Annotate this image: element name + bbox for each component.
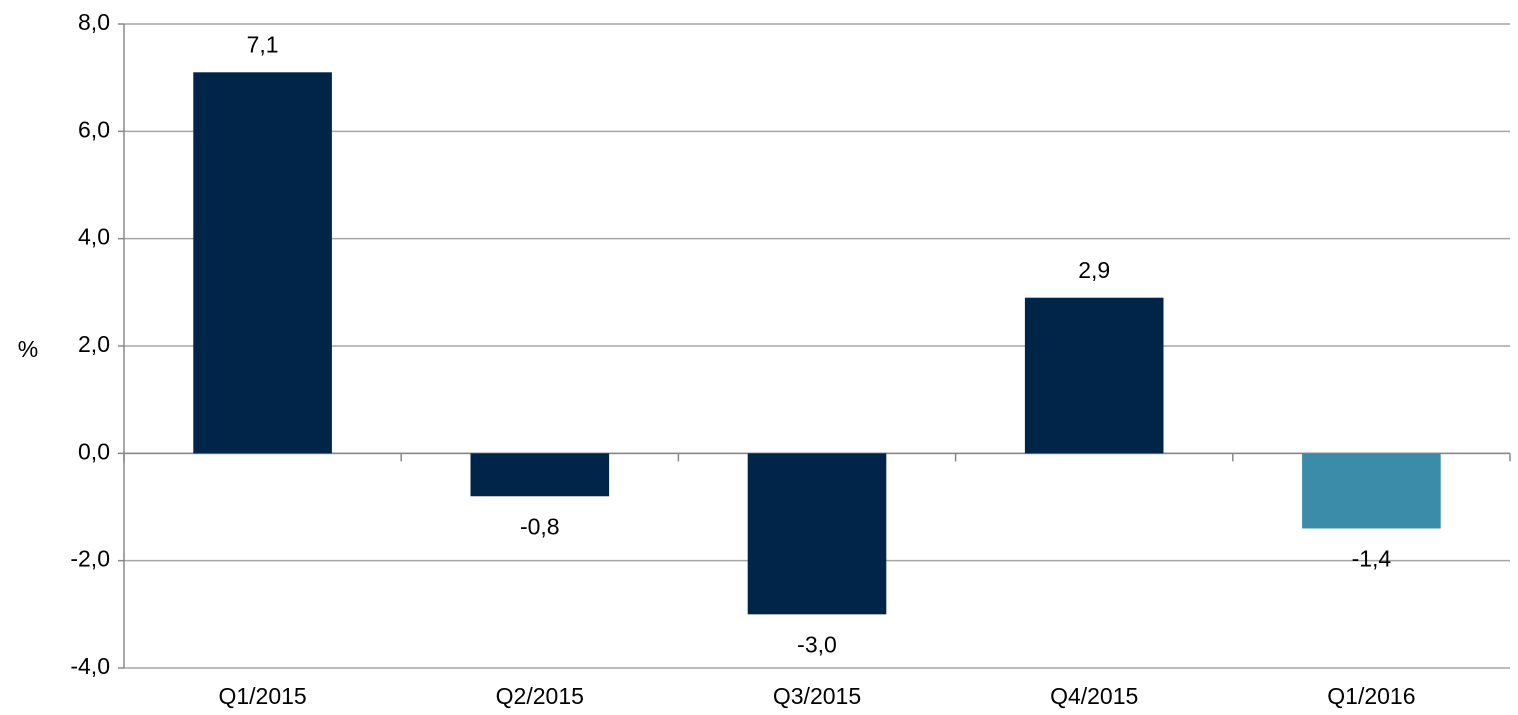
y-axis-label: % xyxy=(18,336,38,362)
y-tick-label: -4,0 xyxy=(70,653,110,679)
y-tick-label: 4,0 xyxy=(78,224,110,250)
x-tick-label: Q1/2015 xyxy=(218,683,306,709)
data-label: -1,4 xyxy=(1352,546,1392,572)
data-label: 7,1 xyxy=(247,31,279,57)
y-tick-label: -2,0 xyxy=(70,546,110,572)
y-tick-label: 6,0 xyxy=(78,116,110,142)
data-label: 2,9 xyxy=(1078,257,1110,283)
bar xyxy=(1024,297,1164,454)
x-tick-label: Q4/2015 xyxy=(1050,683,1138,709)
bar xyxy=(747,453,887,615)
y-tick-label: 8,0 xyxy=(78,9,110,35)
x-tick-label: Q3/2015 xyxy=(773,683,861,709)
x-tick-label: Q2/2015 xyxy=(496,683,584,709)
bar xyxy=(470,453,610,497)
bar xyxy=(193,72,332,454)
x-tick-label: Q1/2016 xyxy=(1327,683,1415,709)
y-tick-label: 0,0 xyxy=(78,438,110,464)
bar xyxy=(1302,453,1441,529)
y-tick-label: 2,0 xyxy=(78,331,110,357)
data-label: -3,0 xyxy=(797,631,837,657)
data-label: -0,8 xyxy=(520,513,560,539)
